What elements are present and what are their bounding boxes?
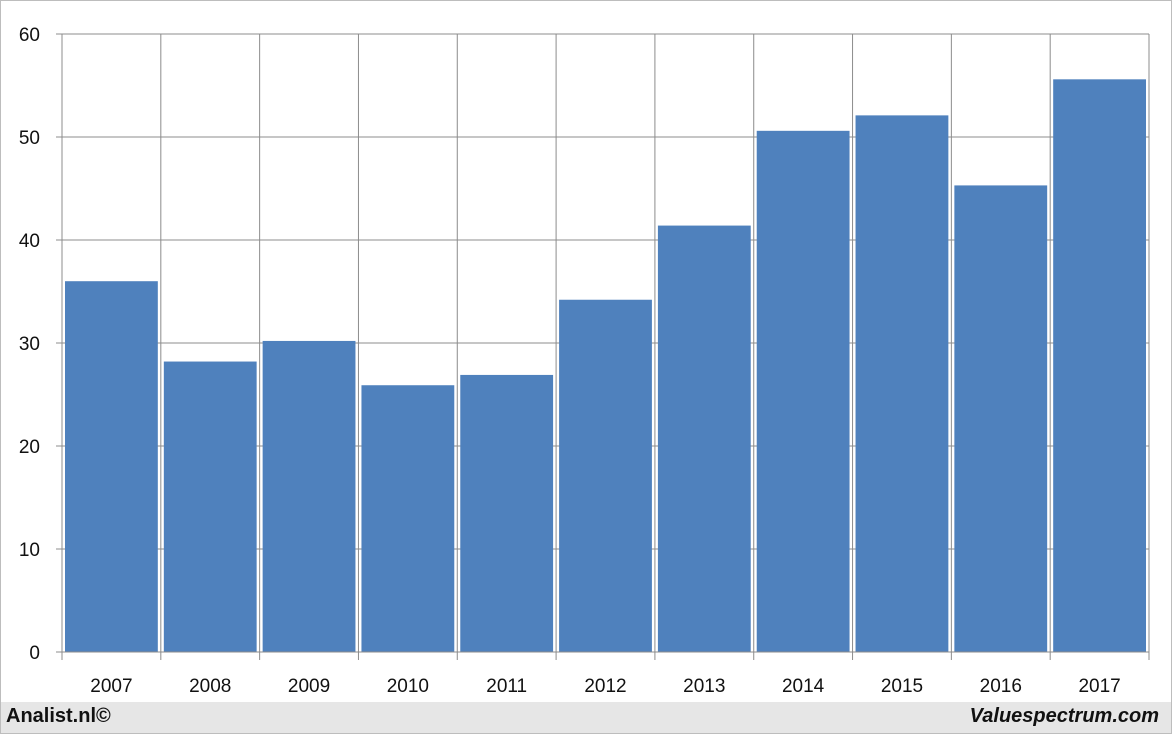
x-tick-label: 2012: [584, 676, 626, 697]
bar-2011: [460, 374, 554, 652]
y-tick-label: 20: [19, 437, 40, 458]
bar-2007: [65, 281, 158, 652]
bar-2009: [262, 340, 356, 652]
x-tick-label: 2015: [881, 676, 923, 697]
bar-2010: [361, 385, 455, 652]
x-tick-label: 2014: [782, 676, 825, 697]
x-tick-label: 2009: [288, 676, 330, 697]
site-credit: Valuespectrum.com: [969, 705, 1159, 727]
bar-layer: [65, 79, 1146, 653]
y-tick-label: 30: [19, 334, 40, 355]
x-tick-label: 2008: [189, 676, 231, 697]
y-tick-label: 60: [19, 25, 40, 46]
y-tick-label: 10: [19, 540, 40, 561]
source-credit: Analist.nl©: [6, 705, 111, 727]
x-tick-label: 2016: [980, 676, 1022, 697]
bar-2015: [855, 115, 949, 653]
x-tick-label: 2017: [1078, 676, 1120, 697]
x-tick-label: 2007: [90, 676, 132, 697]
x-tick-label: 2013: [683, 676, 725, 697]
label-layer: 0 10 20 30 40 50 60 2007 2008 2009 2010 2011 2012 201…: [19, 25, 1121, 697]
bar-2013: [657, 225, 751, 652]
bar-2016: [954, 185, 1048, 652]
footer-bar: Analist.nl© Valuespectrum.com: [1, 702, 1171, 733]
bar-2017: [1053, 79, 1146, 652]
axis-layer: [56, 33, 1149, 653]
x-tick-label: 2011: [486, 676, 527, 697]
bar-2014: [756, 130, 850, 652]
x-tick-label: 2010: [387, 676, 429, 697]
bar-2008: [163, 361, 257, 652]
y-tick-label: 0: [29, 643, 40, 664]
bar-2012: [559, 299, 652, 652]
bar-chart: 0 10 20 30 40 50 60 2007 2008 2009 2010 2011 2012 201…: [19, 25, 1150, 697]
y-tick-label: 40: [19, 231, 40, 252]
y-tick-label: 50: [19, 128, 40, 149]
